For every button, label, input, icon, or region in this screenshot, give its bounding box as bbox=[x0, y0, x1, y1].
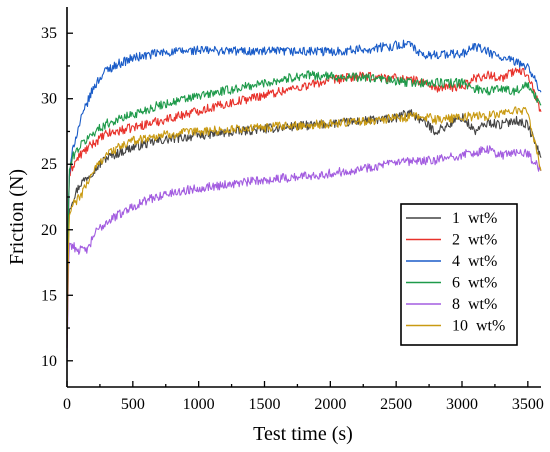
legend-label: 10 wt% bbox=[452, 318, 505, 335]
y-axis-title: Friction (N) bbox=[6, 169, 28, 265]
series-line-3 bbox=[66, 39, 542, 322]
legend: 1 wt% 2 wt% 4 wt% 6 wt% 8 wt% 10 wt% bbox=[400, 203, 518, 346]
tick-marks: 0 500 1000 1500 2000 2500 3000 3500 10 15 20 25 30 35 bbox=[41, 25, 544, 413]
legend-label: 6 wt% bbox=[452, 275, 497, 292]
x-tick-label: 1000 bbox=[183, 396, 215, 413]
series-line-4 bbox=[66, 70, 542, 335]
x-tick-label: 3500 bbox=[512, 396, 544, 413]
y-tick-label: 35 bbox=[41, 25, 57, 42]
legend-label: 1 wt% bbox=[452, 210, 497, 227]
legend-label: 8 wt% bbox=[452, 296, 497, 313]
legend-label: 4 wt% bbox=[452, 253, 497, 270]
x-tick-label: 0 bbox=[63, 396, 71, 413]
legend-label: 2 wt% bbox=[452, 232, 497, 249]
x-tick-label: 3000 bbox=[446, 396, 478, 413]
legend-box bbox=[400, 203, 518, 346]
series-lines bbox=[66, 39, 542, 361]
x-tick-label: 500 bbox=[121, 396, 145, 413]
x-tick-label: 1500 bbox=[249, 396, 281, 413]
x-tick-label: 2000 bbox=[314, 396, 346, 413]
y-tick-label: 25 bbox=[41, 156, 57, 173]
series-line-5 bbox=[66, 145, 542, 361]
series-line-6 bbox=[66, 106, 542, 348]
y-tick-label: 30 bbox=[41, 91, 57, 108]
x-tick-label: 2500 bbox=[380, 396, 412, 413]
x-axis-title: Test time (s) bbox=[253, 423, 353, 445]
y-tick-label: 15 bbox=[41, 287, 57, 304]
series-line-2 bbox=[66, 67, 542, 335]
y-tick-label: 20 bbox=[41, 222, 57, 239]
y-tick-label: 10 bbox=[41, 353, 57, 370]
